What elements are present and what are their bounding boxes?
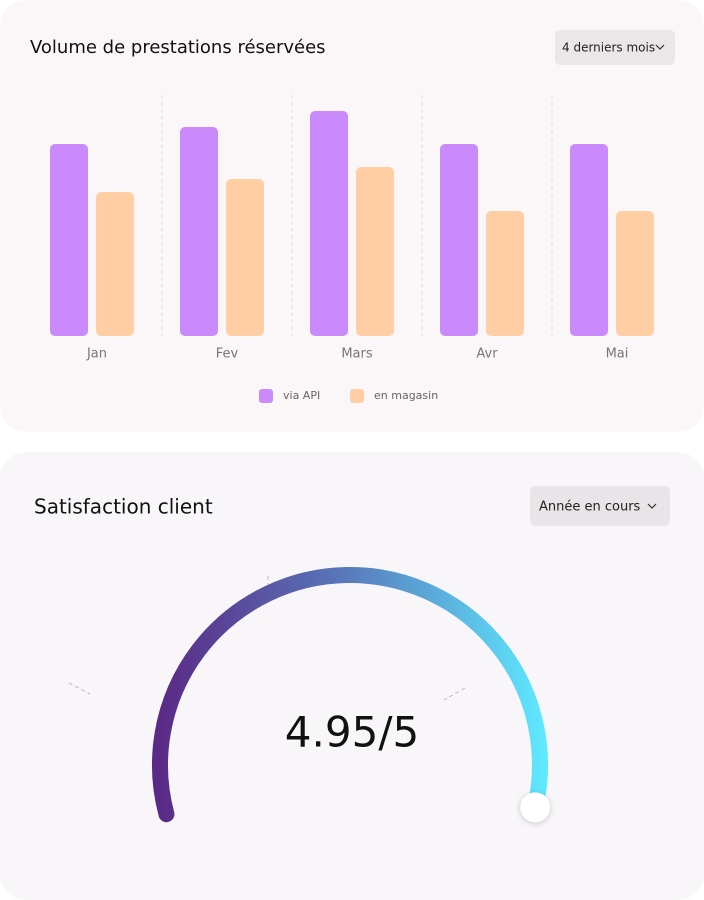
card-title: Satisfaction client bbox=[34, 495, 213, 519]
bar bbox=[356, 167, 394, 336]
gauge-knob bbox=[520, 792, 551, 823]
dropdown-label[interactable]: 4 derniers mois bbox=[562, 41, 655, 55]
legend-swatch bbox=[259, 389, 273, 403]
card bbox=[0, 0, 704, 432]
dropdown[interactable] bbox=[555, 30, 675, 65]
chevron bbox=[655, 44, 665, 50]
dropdown[interactable] bbox=[530, 486, 670, 526]
x-tick-label: Jan bbox=[86, 347, 107, 362]
gauge-value: 4.95/5 bbox=[285, 708, 419, 757]
bar bbox=[486, 211, 524, 336]
legend-label: en magasin bbox=[374, 389, 438, 402]
decor-ticks bbox=[68, 576, 466, 701]
x-tick-label: Avr bbox=[476, 347, 498, 362]
dropdown-label[interactable]: Année en cours bbox=[539, 500, 641, 515]
x-tick-label: Mars bbox=[341, 347, 373, 362]
bar bbox=[310, 111, 348, 336]
bar bbox=[226, 179, 264, 336]
chevron bbox=[647, 503, 657, 509]
legend-label: via API bbox=[283, 389, 320, 402]
x-tick-label: Mai bbox=[606, 347, 629, 362]
x-tick-label: Fev bbox=[216, 347, 239, 362]
legend-swatch bbox=[350, 389, 364, 403]
bar bbox=[616, 211, 654, 336]
gauge-arc bbox=[152, 567, 548, 823]
card bbox=[0, 452, 704, 900]
bar bbox=[180, 127, 218, 336]
bar bbox=[440, 144, 478, 336]
bar bbox=[96, 192, 134, 336]
card-title: Volume de prestations réservées bbox=[30, 37, 326, 58]
bar bbox=[50, 144, 88, 336]
bar bbox=[570, 144, 608, 336]
